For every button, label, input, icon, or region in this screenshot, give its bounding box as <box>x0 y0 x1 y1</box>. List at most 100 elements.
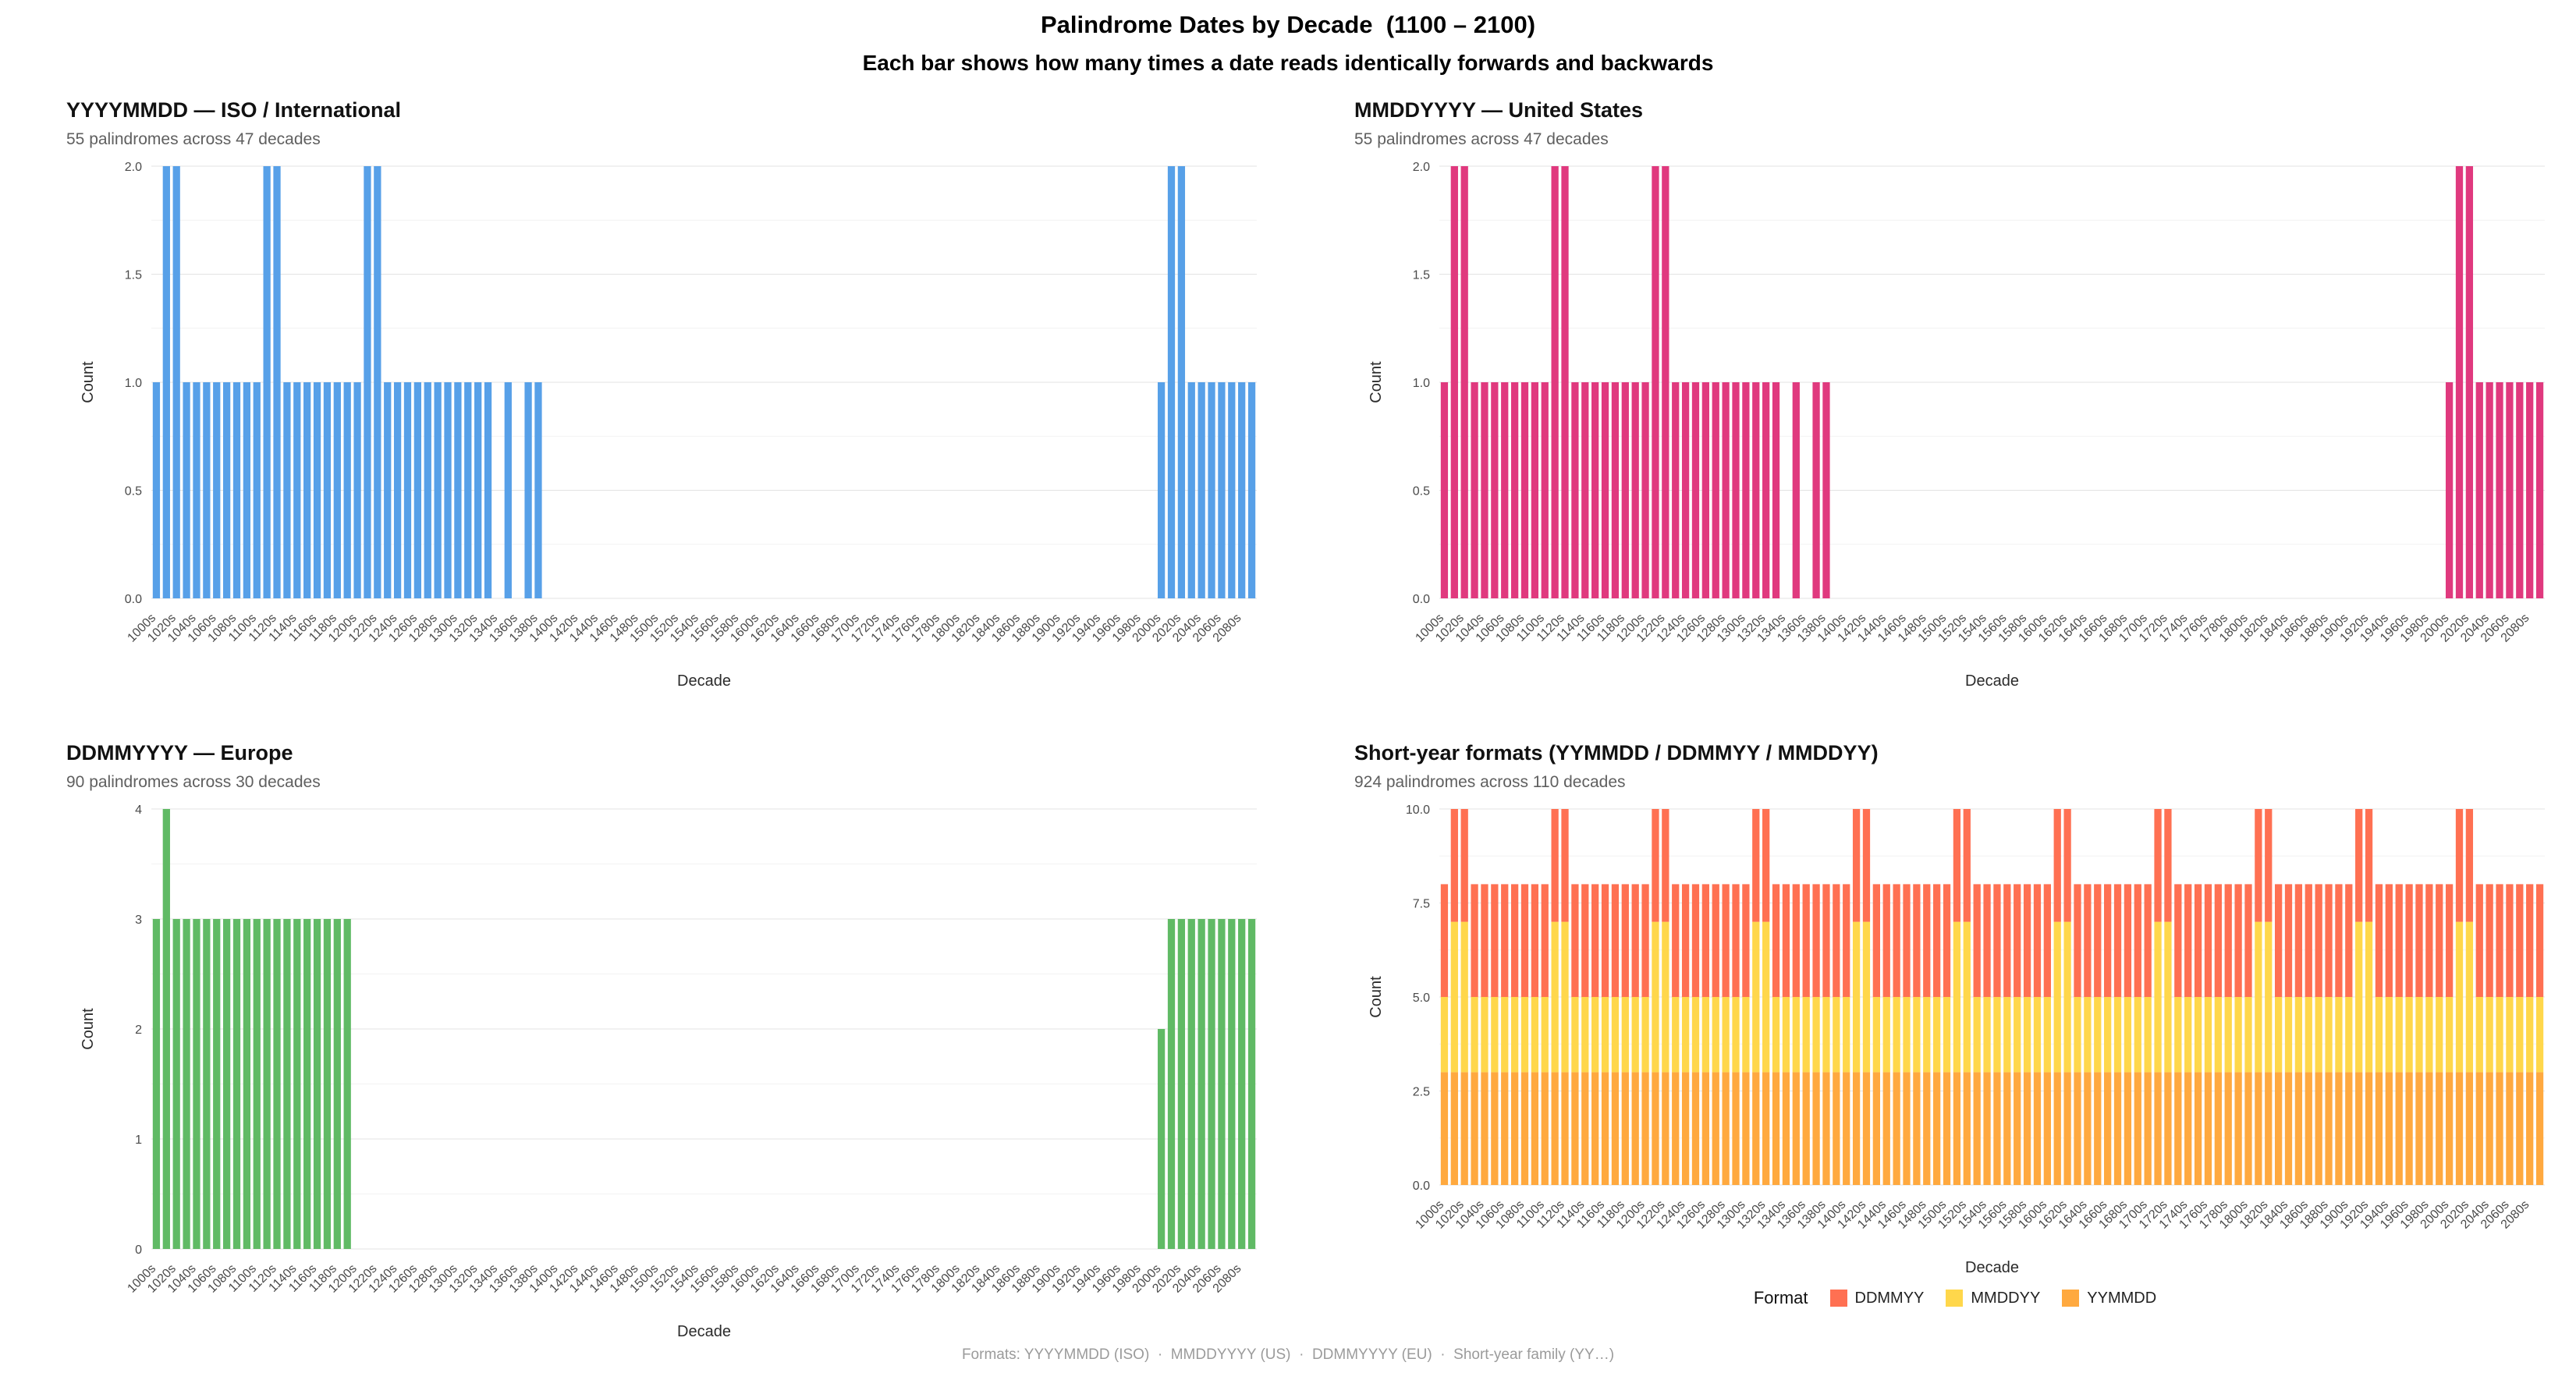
bar-segment-ddmmyy <box>1510 884 1519 997</box>
bar-segment-mmddyy <box>1520 997 1529 1073</box>
eu-bar-chart: 0 1 2 3 4 1000s 1020s 1040s 1060s 1080s 1100s 1120s… <box>77 798 1279 1344</box>
bar-segment-ddmmyy <box>2405 884 2413 997</box>
bar-segment-mmddyy <box>2365 921 2373 1073</box>
bar <box>1187 919 1195 1249</box>
bar-segment-yymmdd <box>2023 1072 2031 1185</box>
bar <box>263 919 271 1249</box>
bar-segment-yymmdd <box>1672 1072 1680 1185</box>
y-tick-label: 0 <box>135 1244 142 1257</box>
panel-iso: YYYYMMDD — ISO / International 55 palind… <box>0 81 1288 705</box>
bar-segment-ddmmyy <box>2526 884 2534 997</box>
bar-segment-ddmmyy <box>2003 884 2011 997</box>
bar-segment-mmddyy <box>1541 997 1549 1073</box>
bar-segment-yymmdd <box>2385 1072 2393 1185</box>
bar <box>283 919 291 1249</box>
bar-segment-yymmdd <box>1772 1072 1780 1185</box>
bar-segment-mmddyy <box>1701 997 1710 1073</box>
bar-segment-ddmmyy <box>1923 884 1931 997</box>
bar-segment-ddmmyy <box>1943 884 1951 997</box>
bar-segment-ddmmyy <box>2113 884 2122 997</box>
legend-item-mmddyy: MMDDYY <box>1946 1290 2040 1307</box>
bar-segment-ddmmyy <box>1611 884 1620 997</box>
bar-segment-mmddyy <box>2274 997 2283 1073</box>
eu-chart-svg: 012341000s1020s1040s1060s1080s1100s1120s… <box>80 804 1257 1340</box>
bar <box>183 382 190 598</box>
bar <box>273 919 281 1249</box>
bar-segment-ddmmyy <box>2124 884 2132 997</box>
bar-segment-mmddyy <box>2436 997 2443 1073</box>
bar-segment-mmddyy <box>1611 997 1620 1073</box>
bar-segment-yymmdd <box>2425 1072 2433 1185</box>
bar-segment-yymmdd <box>1701 1072 1710 1185</box>
bar <box>403 382 412 598</box>
bar <box>2516 382 2524 598</box>
y-tick-label: 1 <box>135 1134 142 1147</box>
us-chart-svg: 0.00.51.01.52.01000s1020s1040s1060s1080s… <box>1368 161 2545 690</box>
bar <box>323 382 332 598</box>
bar-segment-yymmdd <box>2274 1072 2283 1185</box>
bar-segment-mmddyy <box>1752 921 1760 1073</box>
bar-segment-mmddyy <box>1762 921 1770 1073</box>
bar <box>1471 382 1478 598</box>
bar <box>484 382 492 598</box>
bar-segment-ddmmyy <box>1993 884 2001 997</box>
bar-segment-mmddyy <box>1792 997 1800 1073</box>
bar-segment-mmddyy <box>2445 997 2454 1073</box>
bar <box>2506 382 2514 598</box>
bar-segment-mmddyy <box>2074 997 2081 1073</box>
bar-segment-ddmmyy <box>1802 884 1810 997</box>
bar <box>333 382 341 598</box>
bar <box>393 382 402 598</box>
bar <box>183 919 190 1249</box>
bar <box>1520 382 1529 598</box>
bar-segment-mmddyy <box>2053 921 2061 1073</box>
bar-segment-ddmmyy <box>2084 884 2092 997</box>
bar-segment-yymmdd <box>2214 1072 2222 1185</box>
bar <box>172 166 180 598</box>
bar-segment-mmddyy <box>2375 997 2383 1073</box>
bar-segment-mmddyy <box>1772 997 1780 1073</box>
legend: Format DDMMYY MMDDYY YYMMDD <box>1354 1288 2556 1308</box>
bar <box>1701 382 1710 598</box>
bar-segment-yymmdd <box>1893 1072 1900 1185</box>
bar-segment-mmddyy <box>2486 997 2493 1073</box>
x-axis-title: Decade <box>1965 1259 2019 1276</box>
bar-segment-ddmmyy <box>1903 884 1911 997</box>
bar-segment-yymmdd <box>2325 1072 2333 1185</box>
bar-segment-ddmmyy <box>1691 884 1700 997</box>
bar-segment-yymmdd <box>1732 1072 1740 1185</box>
chart-title-short-year: Short-year formats (YYMMDD / DDMMYY / MM… <box>1354 741 1879 765</box>
bar-segment-ddmmyy <box>1571 884 1579 997</box>
panel-eu: DDMMYYYY — Europe 90 palindromes across … <box>0 705 1288 1340</box>
bar-segment-ddmmyy <box>1973 884 1981 997</box>
bar-segment-ddmmyy <box>2365 809 2373 922</box>
bar-segment-yymmdd <box>2244 1072 2252 1185</box>
bar-segment-ddmmyy <box>2475 884 2483 997</box>
short-year-chart-svg: 0.02.55.07.510.01000s1020s1040s1060s1080… <box>1368 804 2545 1276</box>
bar <box>343 919 351 1249</box>
bar-segment-mmddyy <box>2174 997 2182 1073</box>
bar-segment-ddmmyy <box>1541 884 1549 997</box>
bar <box>1187 382 1195 598</box>
bar-segment-yymmdd <box>2375 1072 2383 1185</box>
bar-segment-yymmdd <box>1450 1072 1458 1185</box>
bar-segment-yymmdd <box>1561 1072 1569 1185</box>
bar <box>343 382 351 598</box>
bar-segment-mmddyy <box>1963 921 1971 1073</box>
bar <box>504 382 512 598</box>
bar-segment-mmddyy <box>2325 997 2333 1073</box>
bar <box>273 166 281 598</box>
bar-segment-mmddyy <box>1481 997 1488 1073</box>
bar-segment-ddmmyy <box>1471 884 1478 997</box>
bar-segment-yymmdd <box>2084 1072 2092 1185</box>
bar-segment-mmddyy <box>2385 997 2393 1073</box>
bar <box>1591 382 1599 598</box>
bar-segment-yymmdd <box>1581 1072 1589 1185</box>
bar-segment-mmddyy <box>2023 997 2031 1073</box>
bar-segment-ddmmyy <box>1953 809 1961 922</box>
bar-segment-mmddyy <box>2014 997 2021 1073</box>
bar <box>1732 382 1740 598</box>
bar <box>333 919 341 1249</box>
bar-segment-mmddyy <box>1460 921 1468 1073</box>
bar-segment-mmddyy <box>2475 997 2483 1073</box>
